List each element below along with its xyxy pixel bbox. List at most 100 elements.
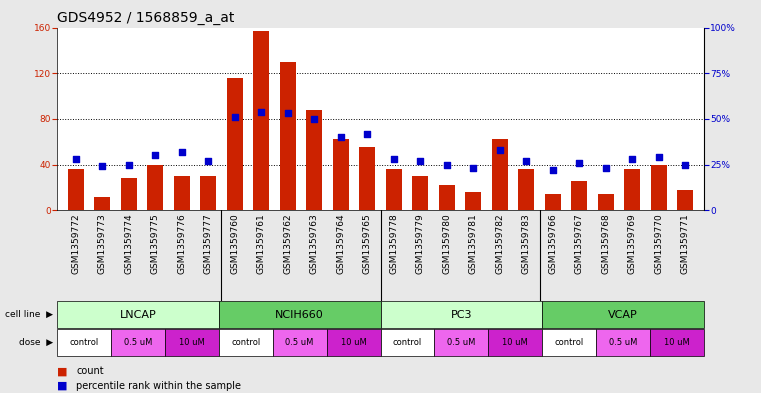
Text: GSM1359769: GSM1359769 <box>628 213 637 274</box>
Point <box>228 114 240 120</box>
Point <box>123 162 135 168</box>
Bar <box>272 329 326 356</box>
Bar <box>435 329 489 356</box>
Text: control: control <box>69 338 99 347</box>
Bar <box>227 78 243 210</box>
Bar <box>380 301 542 328</box>
Bar <box>651 165 667 210</box>
Point <box>202 158 215 164</box>
Point <box>255 108 267 115</box>
Text: GSM1359768: GSM1359768 <box>601 213 610 274</box>
Bar <box>94 196 110 210</box>
Bar <box>121 178 137 210</box>
Bar <box>57 329 111 356</box>
Point <box>680 162 692 168</box>
Text: LNCAP: LNCAP <box>119 310 156 320</box>
Bar <box>165 329 219 356</box>
Bar <box>412 176 428 210</box>
Text: 10 uM: 10 uM <box>664 338 690 347</box>
Text: GSM1359767: GSM1359767 <box>575 213 584 274</box>
Point <box>521 158 533 164</box>
Bar <box>624 169 640 210</box>
Text: GSM1359770: GSM1359770 <box>654 213 664 274</box>
Text: GSM1359781: GSM1359781 <box>469 213 478 274</box>
Text: GSM1359772: GSM1359772 <box>71 213 80 274</box>
Point <box>546 167 559 173</box>
Point <box>335 134 347 140</box>
Bar <box>280 62 296 210</box>
Text: GSM1359766: GSM1359766 <box>549 213 557 274</box>
Bar <box>386 169 402 210</box>
Text: GSM1359775: GSM1359775 <box>151 213 160 274</box>
Text: 0.5 uM: 0.5 uM <box>609 338 637 347</box>
Bar <box>306 110 322 210</box>
Point <box>467 165 479 171</box>
Point <box>361 130 374 137</box>
Bar <box>596 329 650 356</box>
Text: GSM1359763: GSM1359763 <box>310 213 319 274</box>
Point <box>414 158 426 164</box>
Bar <box>333 140 349 210</box>
Text: GSM1359762: GSM1359762 <box>283 213 292 274</box>
Bar <box>200 176 216 210</box>
Text: GSM1359771: GSM1359771 <box>681 213 690 274</box>
Bar <box>465 192 481 210</box>
Text: 0.5 uM: 0.5 uM <box>285 338 314 347</box>
Text: GSM1359774: GSM1359774 <box>124 213 133 274</box>
Text: control: control <box>231 338 260 347</box>
Bar <box>68 169 84 210</box>
Point <box>176 149 188 155</box>
Bar <box>57 301 219 328</box>
Point <box>149 152 161 158</box>
Point <box>626 156 638 162</box>
Text: GSM1359761: GSM1359761 <box>256 213 266 274</box>
Point <box>69 156 81 162</box>
Text: 0.5 uM: 0.5 uM <box>447 338 476 347</box>
Point <box>282 110 294 117</box>
Text: GSM1359777: GSM1359777 <box>204 213 212 274</box>
Bar <box>489 329 542 356</box>
Text: cell line  ▶: cell line ▶ <box>5 310 53 319</box>
Point <box>441 162 453 168</box>
Bar <box>380 329 435 356</box>
Point <box>308 116 320 122</box>
Point <box>573 160 585 166</box>
Text: ■: ■ <box>57 366 68 376</box>
Text: 10 uM: 10 uM <box>341 338 367 347</box>
Point <box>387 156 400 162</box>
Text: GSM1359778: GSM1359778 <box>390 213 398 274</box>
Text: dose  ▶: dose ▶ <box>19 338 53 347</box>
Bar <box>147 165 163 210</box>
Text: GSM1359776: GSM1359776 <box>177 213 186 274</box>
Bar <box>572 180 587 210</box>
Text: GSM1359765: GSM1359765 <box>363 213 371 274</box>
Text: GSM1359764: GSM1359764 <box>336 213 345 274</box>
Text: GSM1359783: GSM1359783 <box>522 213 531 274</box>
Text: 0.5 uM: 0.5 uM <box>124 338 152 347</box>
Point <box>96 163 108 169</box>
Text: control: control <box>393 338 422 347</box>
Text: GSM1359773: GSM1359773 <box>97 213 107 274</box>
Point <box>600 165 612 171</box>
Bar <box>543 301 704 328</box>
Bar <box>518 169 534 210</box>
Bar <box>545 194 561 210</box>
Bar <box>219 329 272 356</box>
Text: VCAP: VCAP <box>608 310 638 320</box>
Text: percentile rank within the sample: percentile rank within the sample <box>76 381 241 391</box>
Text: GSM1359780: GSM1359780 <box>442 213 451 274</box>
Text: count: count <box>76 366 103 376</box>
Bar <box>359 147 375 210</box>
Bar <box>253 31 269 210</box>
Bar <box>111 329 165 356</box>
Text: 10 uM: 10 uM <box>179 338 205 347</box>
Text: GDS4952 / 1568859_a_at: GDS4952 / 1568859_a_at <box>57 11 234 25</box>
Point <box>494 147 506 153</box>
Text: GSM1359782: GSM1359782 <box>495 213 505 274</box>
Bar <box>650 329 704 356</box>
Bar <box>543 329 596 356</box>
Bar <box>219 301 380 328</box>
Text: 10 uM: 10 uM <box>502 338 528 347</box>
Bar <box>598 194 614 210</box>
Text: GSM1359760: GSM1359760 <box>230 213 239 274</box>
